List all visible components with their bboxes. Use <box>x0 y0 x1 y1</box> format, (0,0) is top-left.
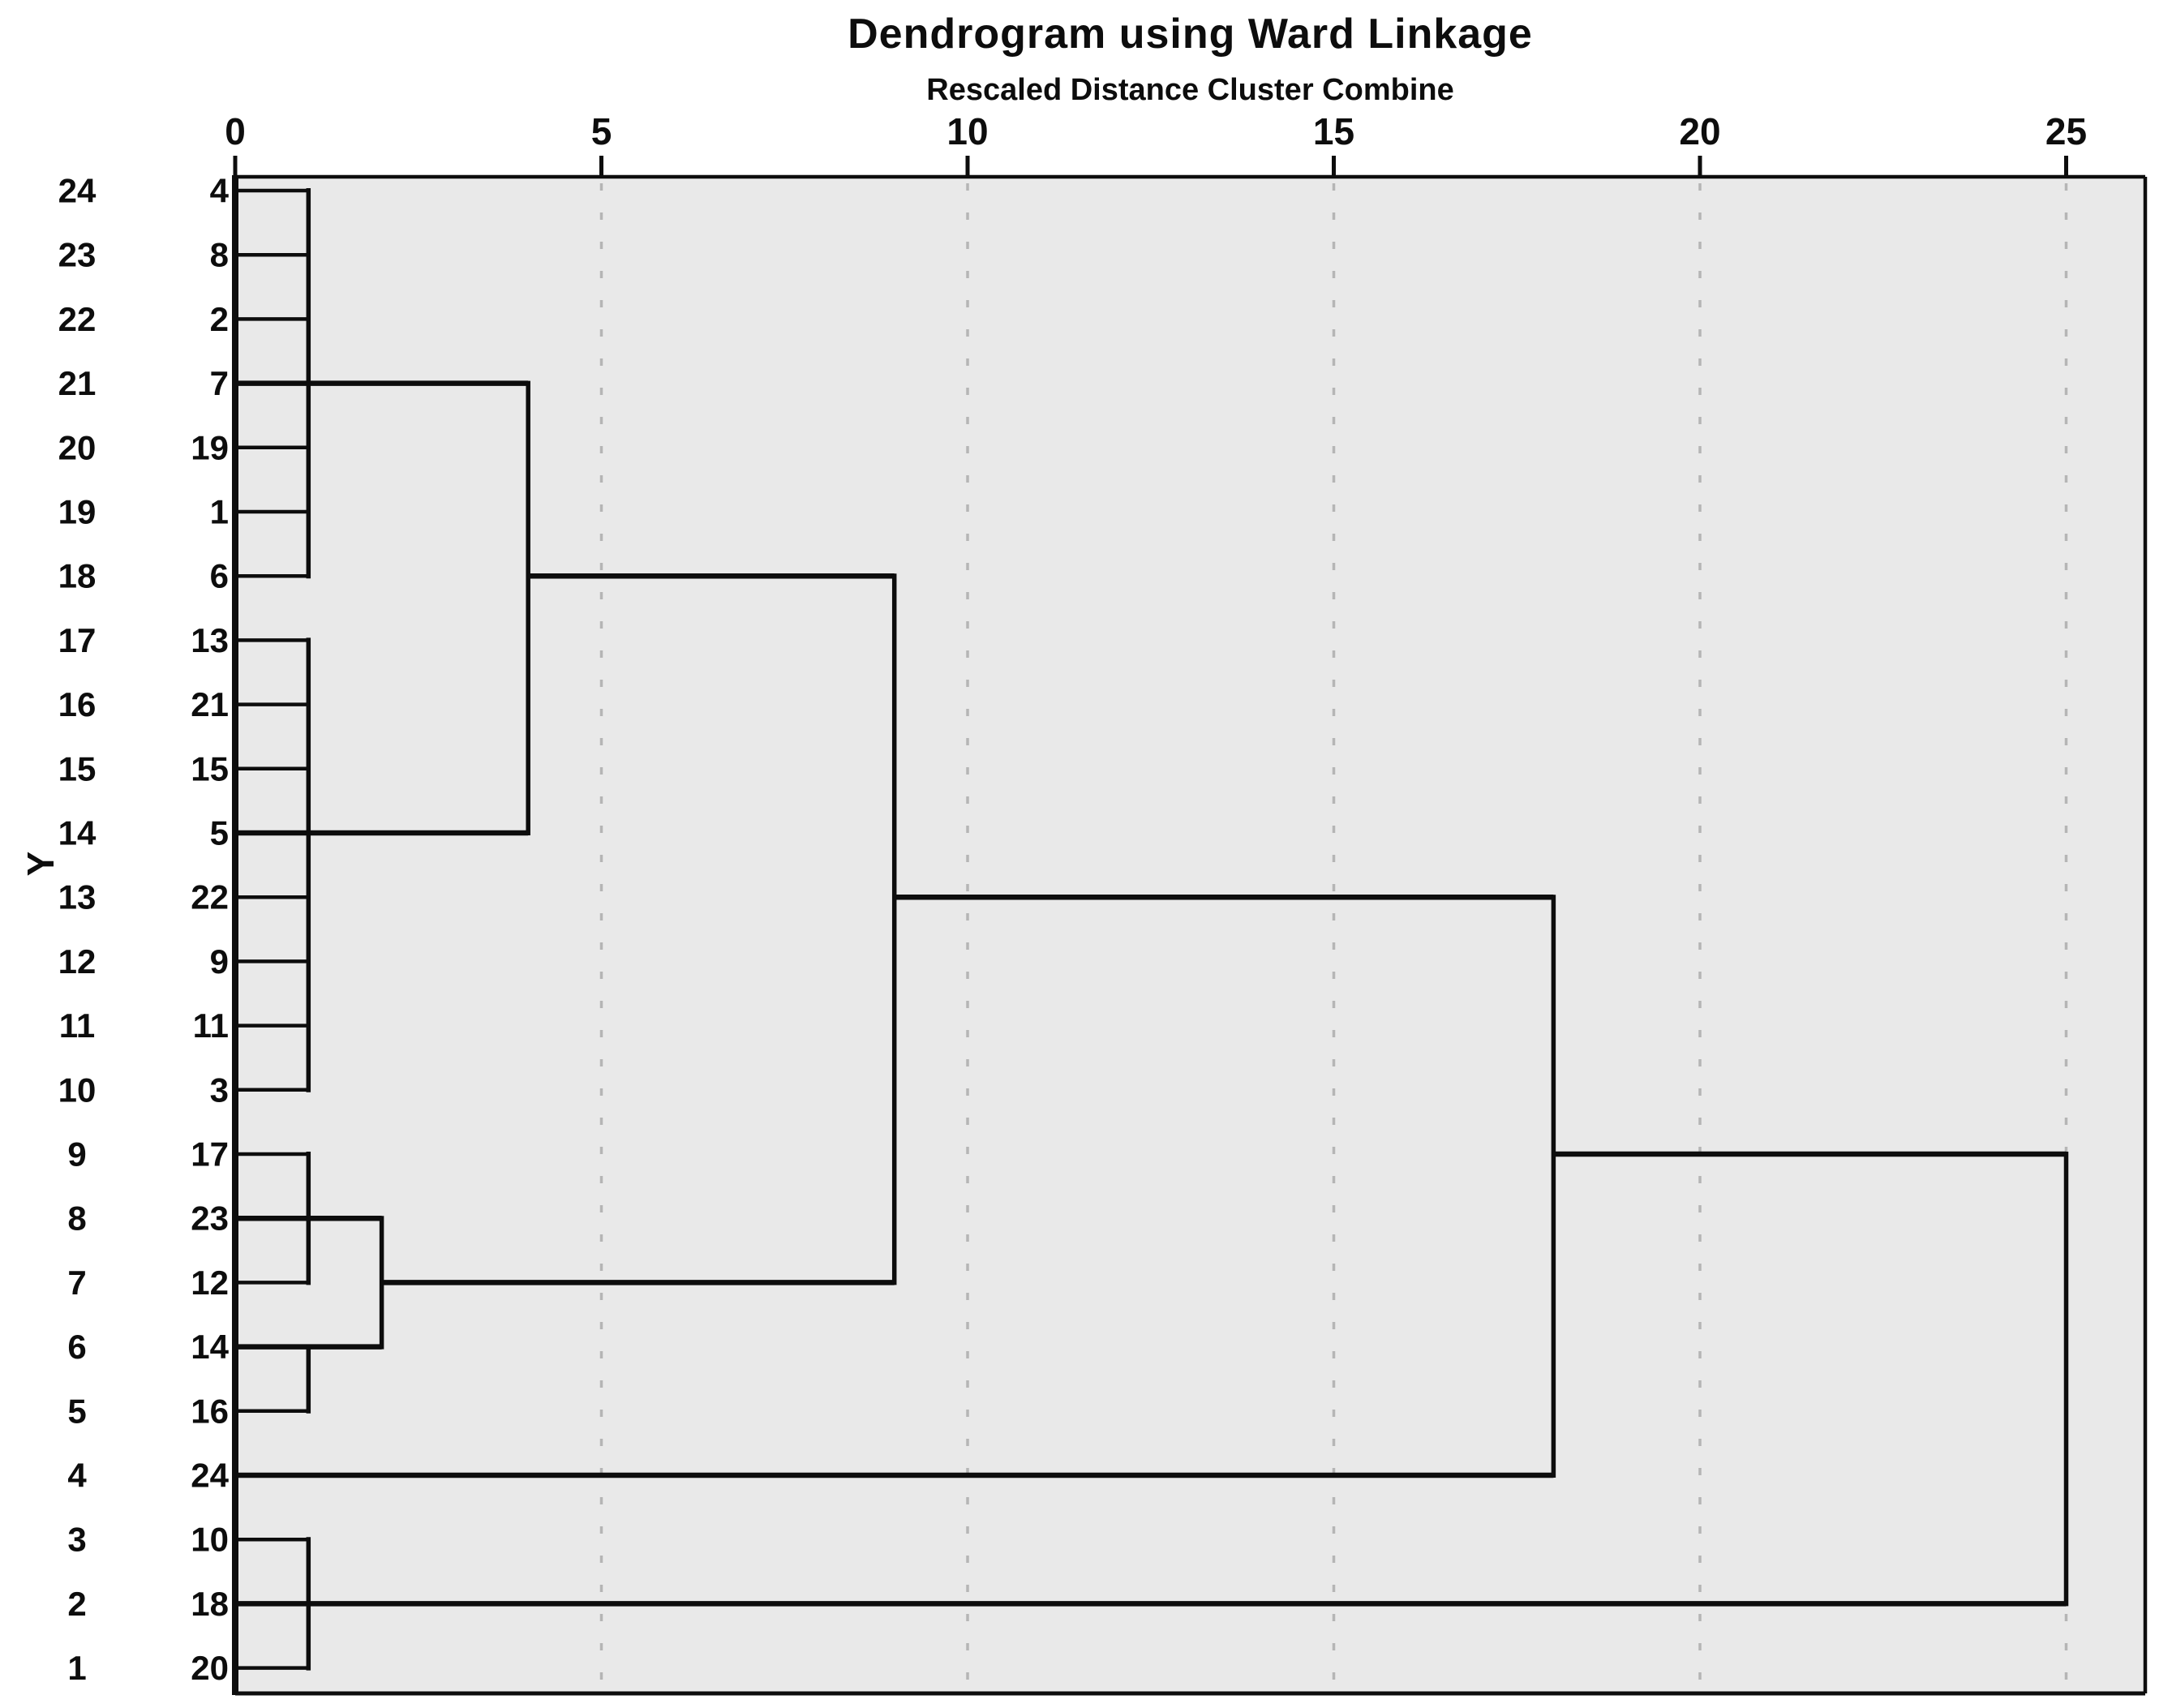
axis-tick-label: 25 <box>2045 110 2087 152</box>
axis-tick-label: 15 <box>1313 110 1354 152</box>
case-number-label: 19 <box>191 428 229 466</box>
row-number-label: 8 <box>67 1199 86 1238</box>
row-number-label: 17 <box>58 621 97 659</box>
row-number-label: 3 <box>67 1521 86 1559</box>
row-number-label: 9 <box>67 1135 86 1174</box>
case-number-label: 6 <box>210 557 229 595</box>
row-number-label: 22 <box>58 300 97 338</box>
row-number-label: 4 <box>67 1457 87 1495</box>
chart-title: Dendrogram using Ward Linkage <box>848 11 1533 58</box>
row-number-label: 24 <box>58 172 97 210</box>
chart-subtitle: Rescaled Distance Cluster Combine <box>926 73 1454 107</box>
case-number-label: 7 <box>210 364 229 402</box>
case-number-label: 21 <box>191 685 229 723</box>
row-number-label: 23 <box>58 236 97 274</box>
case-number-label: 16 <box>191 1392 229 1430</box>
row-number-label: 18 <box>58 557 97 595</box>
axis-tick-label: 20 <box>1679 110 1720 152</box>
case-number-label: 17 <box>191 1135 229 1174</box>
case-number-label: 12 <box>191 1264 229 1302</box>
case-number-label: 2 <box>210 300 229 338</box>
case-number-label: 5 <box>210 814 229 852</box>
case-number-label: 23 <box>191 1199 229 1238</box>
row-number-label: 21 <box>58 364 97 402</box>
axis-tick-label: 5 <box>591 110 612 152</box>
row-number-label: 16 <box>58 685 97 723</box>
row-number-label: 12 <box>58 942 97 981</box>
row-number-label: 7 <box>67 1264 86 1302</box>
case-number-label: 14 <box>191 1328 229 1366</box>
row-number-label: 6 <box>67 1328 86 1366</box>
axis-tick-label: 10 <box>946 110 988 152</box>
plot-area <box>235 177 2145 1693</box>
row-number-label: 2 <box>67 1585 86 1623</box>
row-number-label: 1 <box>67 1649 86 1687</box>
case-number-label: 9 <box>210 942 229 981</box>
row-number-label: 19 <box>58 493 97 531</box>
y-axis-label: Y <box>19 852 62 877</box>
axis-tick-label: 0 <box>225 110 246 152</box>
case-number-label: 4 <box>210 172 230 210</box>
row-number-label: 14 <box>58 814 97 852</box>
case-number-label: 13 <box>191 621 229 659</box>
row-number-label: 10 <box>58 1071 97 1109</box>
row-number-label: 11 <box>59 1006 95 1045</box>
case-number-label: 22 <box>191 878 229 916</box>
row-number-label: 20 <box>58 428 97 466</box>
case-number-label: 24 <box>191 1457 229 1495</box>
row-number-label: 5 <box>67 1392 86 1430</box>
case-number-label: 10 <box>191 1521 229 1559</box>
row-number-label: 15 <box>58 749 97 787</box>
row-number-label: 13 <box>58 878 97 916</box>
case-number-label: 11 <box>193 1006 229 1045</box>
case-number-label: 15 <box>191 749 229 787</box>
case-number-label: 20 <box>191 1649 229 1687</box>
case-number-label: 8 <box>210 236 229 274</box>
case-number-label: 1 <box>210 493 229 531</box>
case-number-label: 3 <box>210 1071 229 1109</box>
case-number-label: 18 <box>191 1585 229 1623</box>
